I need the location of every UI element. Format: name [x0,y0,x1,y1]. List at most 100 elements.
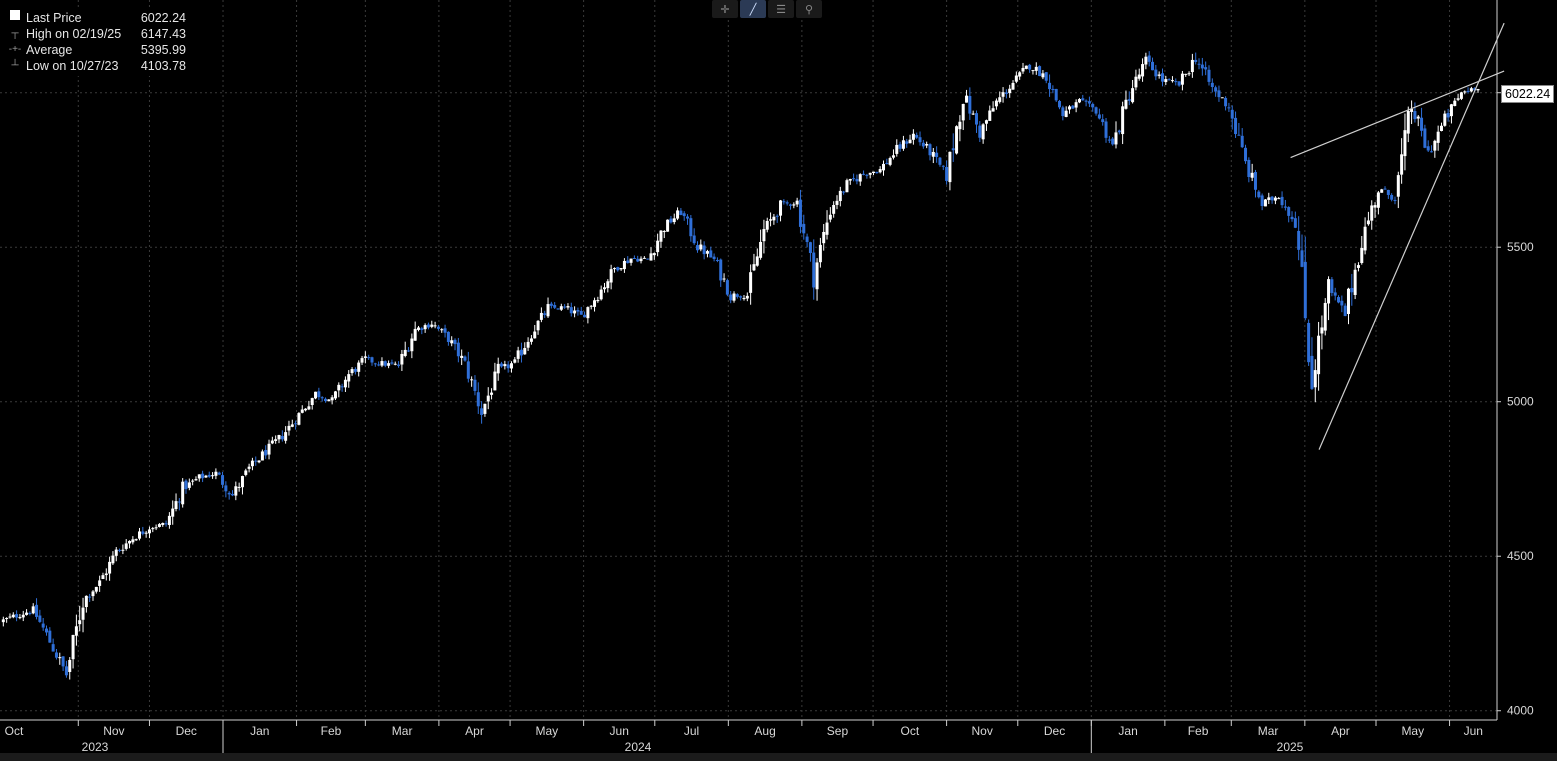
candle-body [559,306,563,310]
trendline [1318,22,1505,450]
candle-body [553,305,557,308]
list-icon[interactable]: ☰ [768,0,794,18]
candle-body [164,523,168,525]
candle-body [1237,134,1241,136]
candle-body [858,174,862,182]
candle-body [506,364,510,369]
candle-body [1058,101,1062,108]
candle-body [114,549,118,556]
candle-body [430,324,434,327]
candle-body [593,300,597,307]
square-icon [8,10,22,26]
candle-body [1111,138,1115,145]
candle-body [938,157,942,165]
bottom-scrollbar[interactable] [0,753,1557,761]
candle-body [1370,205,1374,221]
candle-body [357,362,361,372]
x-month-label: Mar [1258,724,1279,738]
candle-body [1363,226,1367,251]
draw-line-icon[interactable]: ╱ [740,0,766,18]
candle-body [1263,199,1267,207]
candle-body [124,543,128,549]
candle-body [480,408,484,415]
candle-body [1,619,5,623]
candle-body [1087,101,1091,104]
legend-high-label: High on 02/19/25 [26,27,122,41]
candle-body [1439,125,1443,131]
candle-body [539,312,543,320]
candle-body [377,364,381,366]
candle-body [852,178,856,180]
candle-body [566,306,570,308]
candle-body [1154,69,1158,77]
candle-body [257,460,261,463]
candle-body [483,403,487,414]
x-month-label: May [1401,724,1424,738]
candle-body [78,620,82,625]
candle-body [725,280,729,295]
candle-body [387,363,391,366]
candle-body [270,440,274,444]
candle-body [64,666,68,676]
candle-body [712,256,716,260]
candle-body [154,527,158,529]
candle-body [1014,75,1018,82]
candle-body [1430,151,1434,153]
candle-body [862,173,866,175]
candle-body [563,306,567,308]
zoom-icon[interactable]: ⚲ [796,0,822,18]
candle-body [320,397,324,399]
candle-body [825,222,829,235]
candle-body [1084,100,1088,102]
candle-body [1433,140,1437,151]
candle-body [536,320,540,331]
candle-body [749,272,753,293]
candle-body [543,313,547,315]
candle-body [682,213,686,217]
candle-body [1194,59,1198,63]
candle-body [978,125,982,138]
candle-body [393,363,397,365]
candle-body [765,220,769,230]
candle-body [15,614,19,618]
x-month-label: Oct [900,724,919,738]
candle-body [1406,110,1410,134]
candle-body [91,591,95,597]
candle-body [669,218,673,223]
trendlines [1290,22,1505,450]
candle-body [523,348,527,355]
candle-body [104,573,108,576]
candle-body [589,305,593,307]
candle-body [234,486,238,496]
candle-body [71,634,75,660]
candle-body [207,474,211,477]
candle-body [490,392,494,395]
x-month-label: Mar [392,724,413,738]
candle-body [1224,97,1228,107]
candle-body [1094,107,1098,114]
x-month-label: Feb [321,724,342,738]
candle-body [533,331,537,339]
candle-body [1297,230,1301,250]
candle-body [1048,82,1052,90]
candle-body [1044,72,1048,81]
candle-body [41,623,45,628]
x-month-label: May [536,724,559,738]
crosshair-icon[interactable]: ✛ [712,0,738,18]
candle-body [842,191,846,193]
candle-body [1167,79,1171,81]
candle-body [659,230,663,242]
candle-body [596,299,600,302]
candle-body [347,374,351,382]
candle-body [1067,106,1071,110]
candle-body [181,481,185,505]
candle-body [759,241,763,258]
candle-body [1124,99,1128,109]
low-marker-icon: ┴ [11,60,19,71]
candle-body [812,252,816,288]
candle-body [1054,88,1058,101]
candle-body [294,423,298,425]
candle-body [1227,107,1231,109]
candle-body [689,218,693,237]
candle-body [702,245,706,255]
